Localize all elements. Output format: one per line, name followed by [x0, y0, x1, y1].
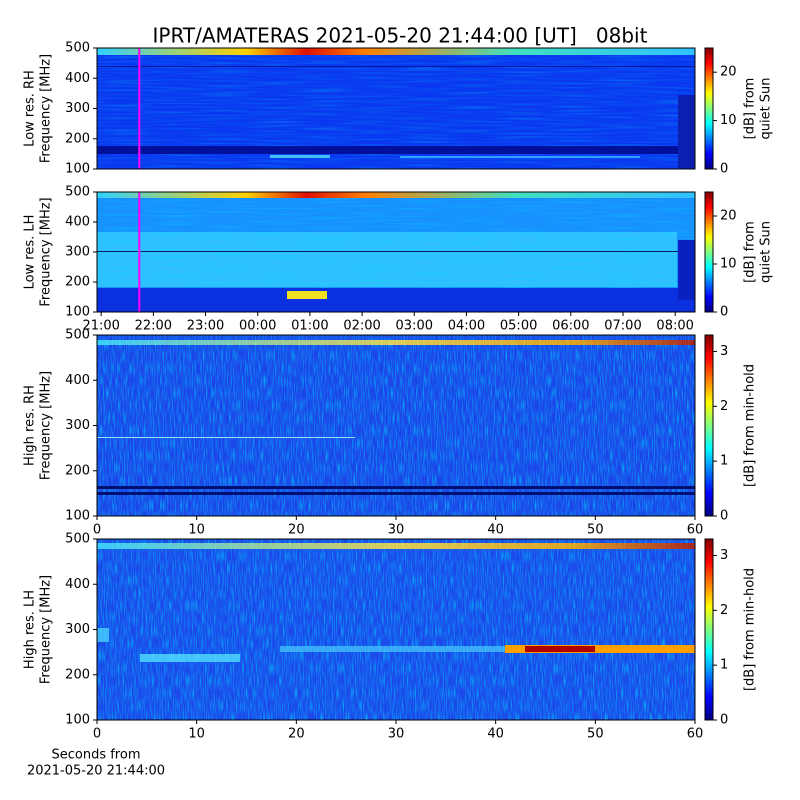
y-axis-label: Frequency [MHz] — [39, 371, 54, 480]
x-tick-label: 40 — [487, 523, 504, 538]
x-tick-label: 20 — [288, 523, 305, 538]
x-tick-label: 00:00 — [239, 319, 276, 334]
x-tick-label: 21:00 — [82, 319, 119, 334]
x-tick-label: 07:00 — [604, 319, 641, 334]
colorbar-tick-label: 0 — [720, 713, 728, 728]
x-tick-label: 0 — [93, 523, 101, 538]
y-tick-label: 400 — [65, 215, 90, 230]
y-tick-label: 200 — [65, 275, 90, 290]
colorbar-tick-label: 10 — [720, 257, 737, 272]
colorbar-tick-label: 0 — [720, 162, 728, 177]
x-tick-label: 06:00 — [552, 319, 589, 334]
y-tick-label: 200 — [65, 667, 90, 682]
x-tick-label: 50 — [587, 523, 604, 538]
y-axis-label: High res. LH — [23, 590, 38, 669]
y-tick-label: 400 — [65, 577, 90, 592]
colorbar — [704, 334, 714, 517]
y-axis-label: Low res. LH — [23, 215, 38, 290]
colorbar — [704, 191, 714, 313]
x-tick-label: 22:00 — [135, 319, 172, 334]
chart-title: IPRT/AMATERAS 2021-05-20 21:44:00 [UT] 0… — [153, 24, 648, 48]
x-tick-label: 08:00 — [656, 319, 693, 334]
colorbar-tick-label: 0 — [720, 509, 728, 524]
colorbar-tick-label: 0 — [720, 305, 728, 320]
x-tick-label: 0 — [93, 727, 101, 742]
colorbar-tick-label: 3 — [720, 344, 728, 359]
y-tick-label: 300 — [65, 245, 90, 260]
colorbar-label: [dB] from min-hold — [743, 364, 758, 487]
y-tick-label: 300 — [65, 418, 90, 433]
x-tick-label: 60 — [687, 727, 704, 742]
colorbar-tick-label: 1 — [720, 658, 728, 673]
y-tick-label: 400 — [65, 373, 90, 388]
spectrogram-image — [97, 48, 695, 720]
y-tick-label: 200 — [65, 463, 90, 478]
x-tick-label: 40 — [487, 727, 504, 742]
y-tick-label: 500 — [65, 328, 90, 343]
colorbar-label: [dB] from — [743, 78, 758, 140]
y-tick-label: 100 — [65, 509, 90, 524]
x-tick-label: 10 — [188, 727, 205, 742]
y-tick-label: 100 — [65, 162, 90, 177]
colorbar-label: quiet Sun — [759, 77, 774, 139]
x-axis-label: 2021-05-20 21:44:00 — [27, 764, 165, 779]
y-axis-label: Frequency [MHz] — [39, 197, 54, 306]
x-tick-label: 04:00 — [448, 319, 485, 334]
x-tick-label: 50 — [587, 727, 604, 742]
y-axis-label: High res. RH — [23, 385, 38, 466]
colorbar-tick-label: 2 — [720, 399, 728, 414]
y-tick-label: 500 — [65, 185, 90, 200]
x-tick-label: 03:00 — [396, 319, 433, 334]
colorbar-tick-label: 20 — [720, 65, 737, 80]
y-tick-label: 200 — [65, 131, 90, 146]
y-tick-label: 100 — [65, 305, 90, 320]
y-axis-label: Frequency [MHz] — [39, 54, 54, 163]
colorbar-tick-label: 2 — [720, 603, 728, 618]
y-axis-label: Frequency [MHz] — [39, 575, 54, 684]
x-tick-label: 30 — [388, 727, 405, 742]
y-tick-label: 100 — [65, 713, 90, 728]
colorbar-tick-label: 1 — [720, 454, 728, 469]
colorbar-label: quiet Sun — [759, 221, 774, 283]
x-tick-label: 10 — [188, 523, 205, 538]
x-tick-label: 20 — [288, 727, 305, 742]
x-tick-label: 01:00 — [291, 319, 328, 334]
x-tick-label: 02:00 — [343, 319, 380, 334]
colorbar-tick-label: 20 — [720, 209, 737, 224]
x-tick-label: 60 — [687, 523, 704, 538]
y-tick-label: 500 — [65, 41, 90, 56]
colorbar-label: [dB] from min-hold — [743, 568, 758, 691]
colorbar — [704, 47, 714, 170]
colorbar-label: [dB] from — [743, 221, 758, 283]
y-tick-label: 300 — [65, 101, 90, 116]
y-tick-label: 500 — [65, 532, 90, 547]
x-tick-label: 30 — [388, 523, 405, 538]
y-axis-label: Low res. RH — [23, 70, 38, 147]
x-axis-label: Seconds from — [51, 748, 140, 763]
colorbar — [704, 538, 714, 721]
x-tick-label: 23:00 — [187, 319, 224, 334]
x-tick-label: 05:00 — [500, 319, 537, 334]
colorbar-tick-label: 3 — [720, 548, 728, 563]
colorbar-tick-label: 10 — [720, 113, 737, 128]
y-tick-label: 400 — [65, 71, 90, 86]
y-tick-label: 300 — [65, 622, 90, 637]
